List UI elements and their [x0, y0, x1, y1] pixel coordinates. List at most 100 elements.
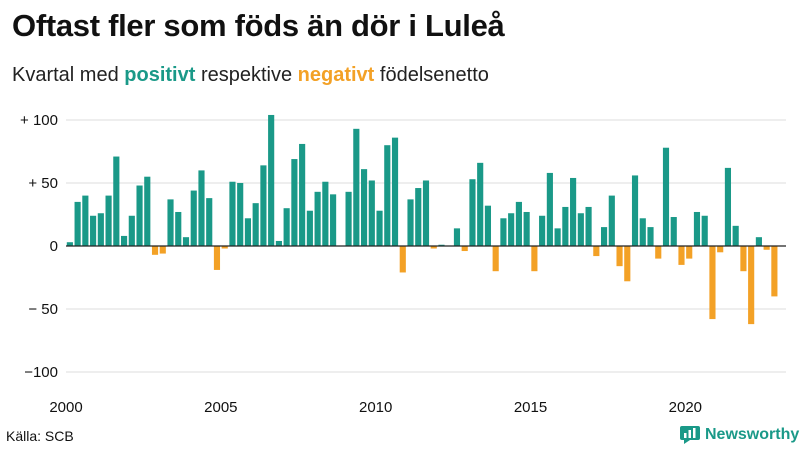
bar-positive — [523, 211, 530, 246]
x-tick-label: 2000 — [49, 399, 82, 416]
bar-negative — [748, 246, 755, 325]
newsworthy-logo[interactable]: Newsworthy — [680, 426, 799, 444]
bar-positive — [268, 114, 275, 247]
bar-negative — [399, 246, 406, 273]
subtitle-suffix: födelsenetto — [374, 64, 489, 86]
bar-positive — [484, 205, 492, 246]
bar-positive — [469, 179, 476, 246]
bar-negative — [655, 246, 662, 259]
bar-positive — [639, 218, 646, 246]
bar-positive — [66, 242, 73, 246]
bar-negative — [624, 246, 631, 282]
y-tick-label: − 50 — [28, 301, 58, 318]
bar-positive — [724, 167, 732, 246]
bar-positive — [82, 195, 89, 246]
bar-positive — [299, 143, 306, 246]
bar-chart: + 100 + 50 0 − 50 −100 2000 2005 2010 2015 2020 — [20, 112, 786, 416]
bar-negative — [430, 246, 437, 249]
newsworthy-icon — [680, 426, 700, 444]
bar-negative — [717, 246, 724, 253]
bar-positive — [345, 191, 352, 246]
bar-positive — [190, 190, 197, 246]
bar-positive — [136, 185, 143, 246]
bar-positive — [477, 162, 484, 246]
bar-positive — [438, 244, 445, 246]
bar-negative — [616, 246, 623, 267]
bar-positive — [306, 210, 313, 246]
bar-positive — [577, 213, 584, 246]
y-tick-label: + 100 — [20, 112, 58, 129]
bar-positive — [167, 199, 174, 246]
bar-positive — [291, 159, 298, 246]
bar-positive — [128, 215, 135, 246]
bar-positive — [546, 172, 553, 246]
bar-positive — [360, 169, 368, 246]
bar-positive — [376, 210, 383, 246]
bar-positive — [608, 195, 615, 246]
bar-positive — [662, 147, 670, 246]
subtitle-prefix: Kvartal med — [12, 64, 125, 86]
bar-positive — [120, 235, 128, 246]
bar-positive — [113, 156, 120, 246]
bar-positive — [260, 165, 267, 246]
bar-positive — [554, 228, 561, 246]
bar-positive — [175, 211, 182, 246]
bar-positive — [732, 225, 739, 246]
bar-negative — [763, 246, 770, 250]
bar-positive — [283, 208, 290, 246]
bar-positive — [330, 194, 337, 246]
bar-positive — [562, 206, 569, 246]
subtitle-middle: respektive — [195, 64, 298, 86]
subtitle-positive-word: positivt — [124, 64, 196, 86]
bar-positive — [631, 175, 639, 246]
bar-positive — [229, 181, 236, 246]
bar-negative — [151, 246, 159, 255]
bar-positive — [206, 198, 213, 246]
bar-positive — [144, 176, 151, 246]
bar-positive — [244, 218, 252, 246]
bar-negative — [213, 246, 221, 270]
bar-positive — [585, 206, 592, 246]
brand-name: Newsworthy — [705, 426, 800, 443]
bar-positive — [422, 180, 430, 246]
bar-positive — [600, 227, 608, 246]
bar-negative — [740, 246, 747, 272]
bar-positive — [407, 199, 414, 246]
bar-negative — [771, 246, 778, 297]
bar-positive — [515, 201, 522, 246]
y-tick-label: + 50 — [28, 175, 58, 192]
bar-positive — [415, 188, 422, 246]
bar-positive — [314, 191, 321, 246]
bar-positive — [198, 170, 205, 246]
chart-title: Oftast fler som föds än dör i Luleå — [12, 8, 505, 43]
bar-positive — [570, 177, 577, 246]
y-tick-label: −100 — [24, 364, 58, 381]
bar-positive — [500, 218, 507, 246]
bar-negative — [492, 246, 499, 272]
bar-negative — [593, 246, 600, 257]
bar-positive — [391, 137, 399, 246]
x-tick-label: 2020 — [669, 399, 702, 416]
x-tick-label: 2010 — [359, 399, 392, 416]
bar-negative — [678, 246, 685, 265]
bar-positive — [693, 211, 701, 246]
bar-positive — [74, 201, 81, 246]
source-label: Källa: SCB — [6, 428, 74, 444]
bar-positive — [237, 183, 244, 246]
bar-positive — [670, 217, 677, 246]
bar-negative — [221, 246, 228, 249]
bar-negative — [461, 246, 468, 252]
subtitle-negative-word: negativt — [297, 64, 375, 86]
bar-positive — [353, 128, 360, 246]
bar-positive — [90, 215, 97, 246]
bar-positive — [453, 228, 461, 246]
bar-negative — [686, 246, 693, 259]
bar-positive — [97, 213, 104, 246]
bar-positive — [755, 237, 762, 246]
bar-positive — [701, 215, 708, 246]
x-tick-label: 2005 — [204, 399, 237, 416]
bar-positive — [368, 180, 375, 246]
bar-negative — [531, 246, 538, 272]
bar-positive — [275, 240, 282, 246]
bar-positive — [647, 227, 654, 246]
